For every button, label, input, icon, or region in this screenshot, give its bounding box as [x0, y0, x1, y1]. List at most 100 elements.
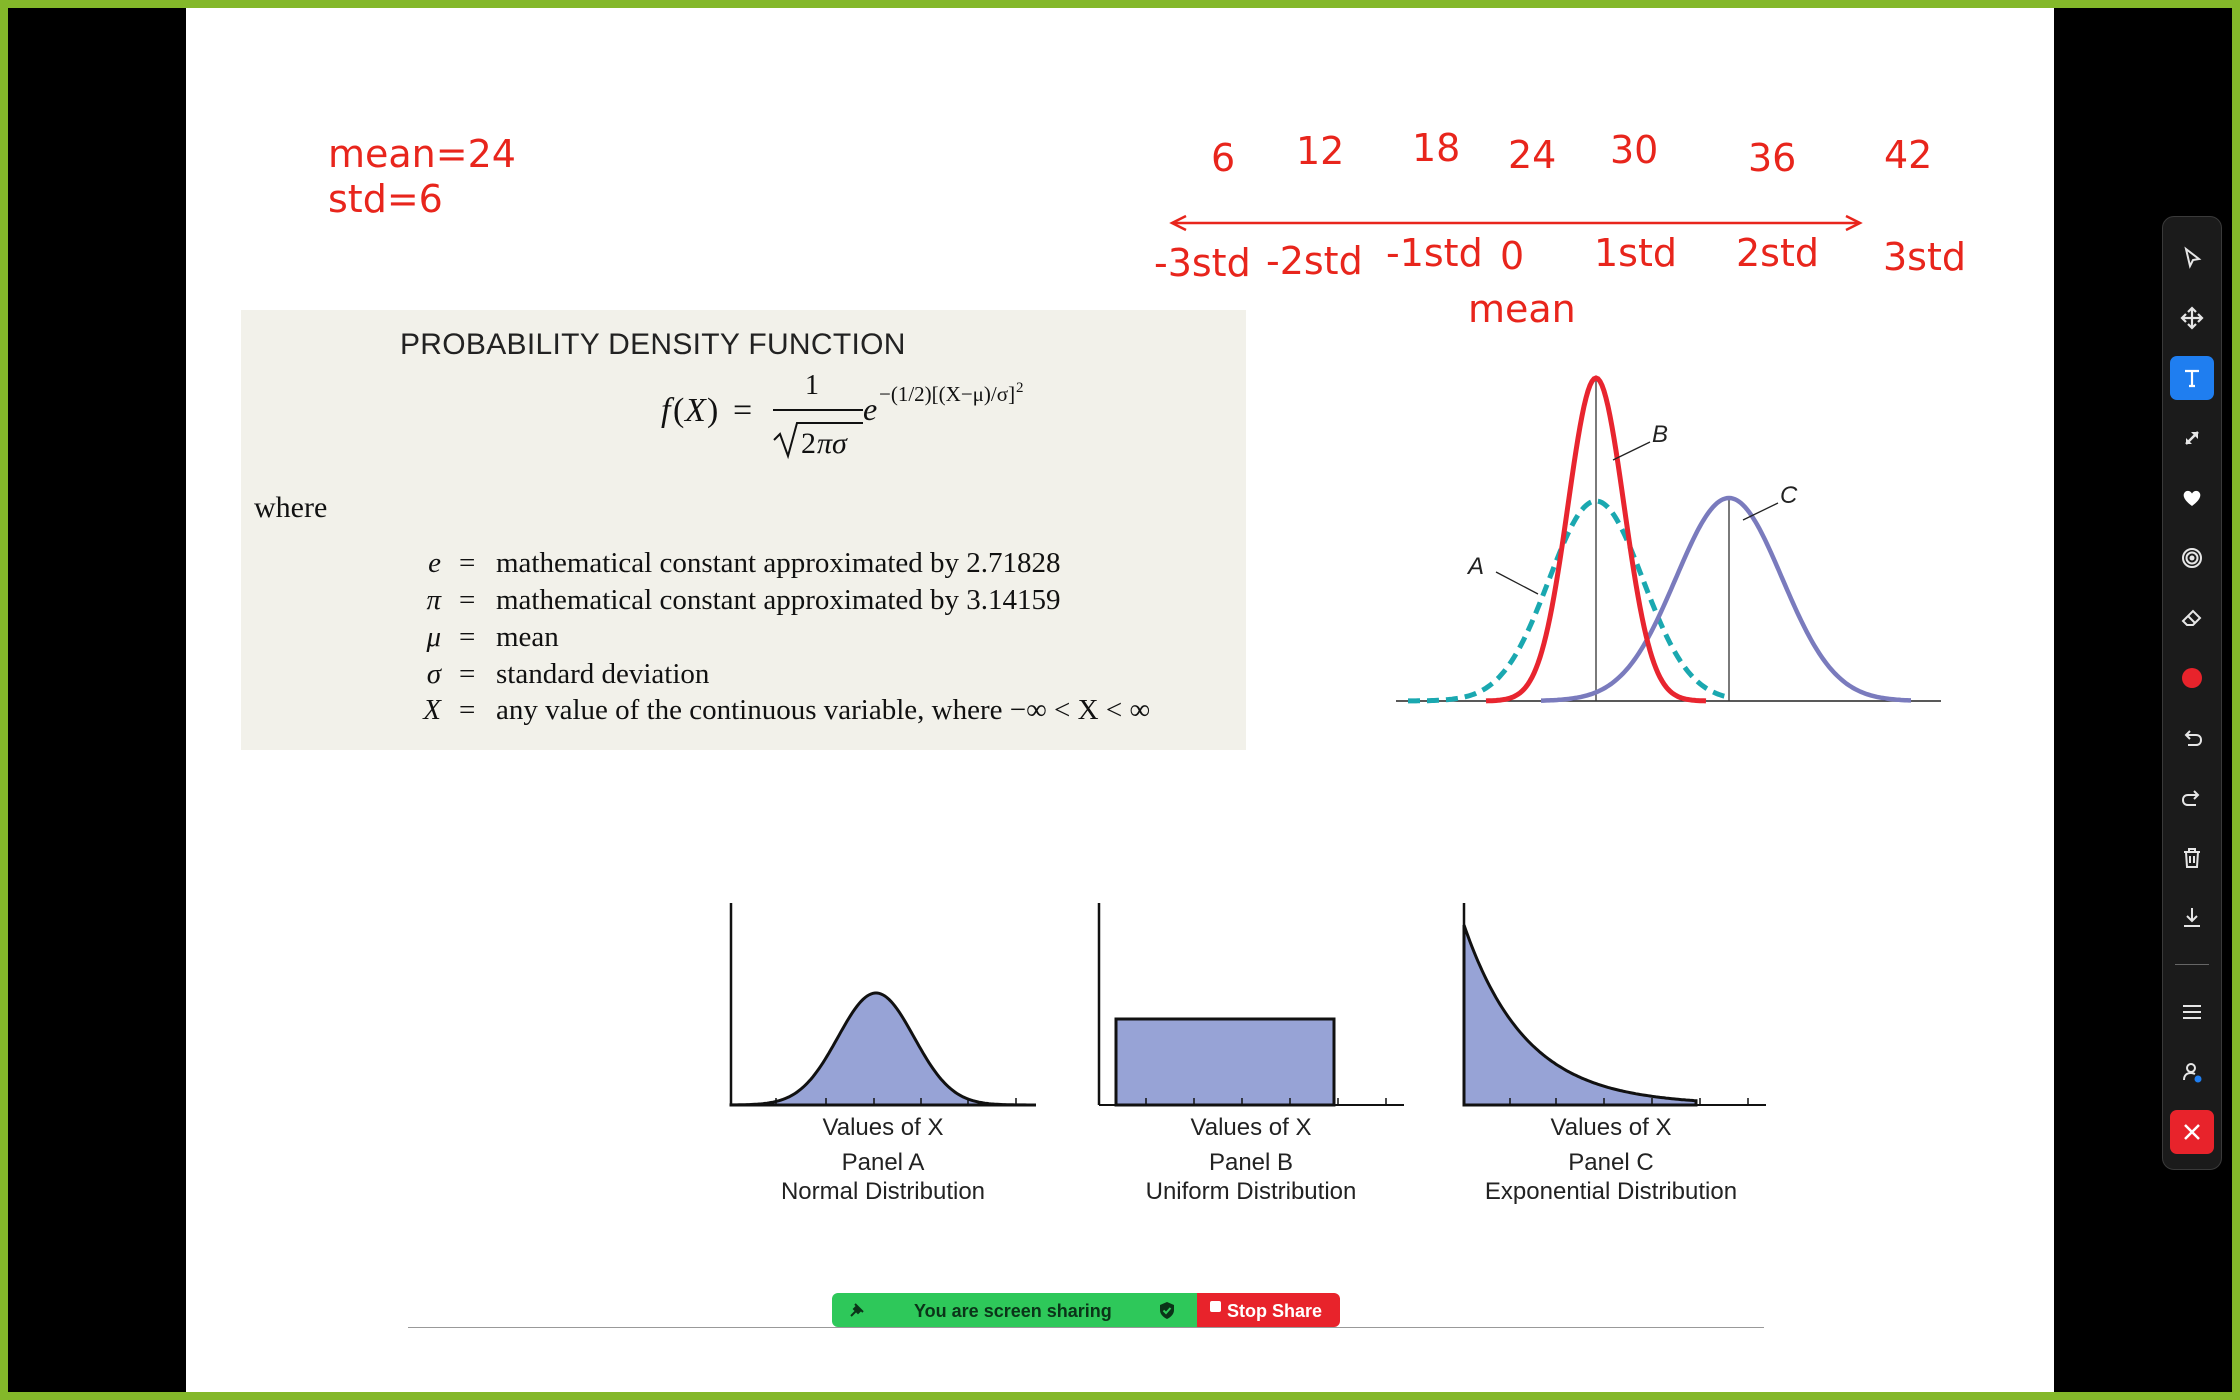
annotation-mean: mean=24: [328, 132, 516, 176]
annotation-value-18: 18: [1412, 126, 1461, 170]
panel-a-axis-label: Values of X: [822, 1114, 944, 1141]
red-color-dot-icon: [2182, 668, 2202, 688]
curve-label-c: C: [1780, 482, 1798, 509]
definition-equals: =: [459, 621, 476, 653]
panel-a-title: Panel A: [841, 1149, 925, 1176]
label-c-leader: [1742, 502, 1779, 521]
shared-slide: mean=24 std=6 6 12 18 24 30 36 42 -3std …: [186, 8, 2054, 1392]
annotation-2std: 2std: [1736, 231, 1819, 275]
redo-icon: [2181, 790, 2200, 806]
panel-a-normal-shape: [729, 991, 1036, 1107]
clear-button[interactable]: [2170, 836, 2214, 880]
shield-check-icon: [1160, 1302, 1174, 1319]
definition-text: mean: [496, 621, 559, 653]
arrow-icon: [2185, 431, 2199, 445]
move-tool-button[interactable]: [2170, 296, 2214, 340]
arrow-tool-button[interactable]: [2170, 416, 2214, 460]
annotation-toolbar: [2162, 216, 2222, 1170]
panel-c-exponential-shape: [1462, 924, 1698, 1107]
select-tool-button[interactable]: [2170, 236, 2214, 280]
sharing-indicator[interactable]: You are screen sharing: [832, 1293, 1197, 1327]
svg-text:): ): [707, 392, 718, 429]
redo-button[interactable]: [2170, 776, 2214, 820]
select-icon: [2184, 246, 2202, 269]
annotation-value-42: 42: [1884, 133, 1933, 177]
normal-curves-figure: A B C: [1396, 375, 1941, 704]
save-button[interactable]: [2170, 896, 2214, 940]
definition-row-mu: μ = mean: [241, 621, 1246, 657]
definition-text: mathematical constant approximated by 3.…: [496, 584, 1061, 616]
download-icon: [2184, 908, 2200, 927]
sharing-text: You are screen sharing: [914, 1301, 1112, 1321]
stop-share-button[interactable]: Stop Share: [1197, 1293, 1340, 1327]
pdf-title: PROBABILITY DENSITY FUNCTION: [400, 328, 906, 361]
definition-equals: =: [459, 584, 476, 616]
annotation-value-36: 36: [1748, 136, 1797, 180]
color-picker-button[interactable]: [2170, 656, 2214, 700]
definition-symbol: π: [426, 584, 441, 616]
curve-c: [1541, 495, 1911, 703]
pdf-formula: f ( X ) = 1 2 πσ e −(1/2)[(X−μ)/σ] 2: [661, 370, 1024, 460]
annotation-3std: 3std: [1883, 235, 1966, 279]
svg-text:πσ: πσ: [817, 427, 848, 460]
annotator-button[interactable]: [2170, 1050, 2214, 1094]
definition-equals: =: [459, 694, 476, 726]
heart-stamp-icon: [2183, 490, 2201, 506]
annotation-zero: 0: [1500, 234, 1525, 278]
annotation-arrow: [1169, 214, 1863, 232]
annotation-1std: 1std: [1594, 231, 1677, 275]
panel-b-name: Uniform Distribution: [1145, 1178, 1357, 1205]
panel-c-name: Exponential Distribution: [1484, 1178, 1738, 1205]
annotation-value-12: 12: [1296, 129, 1345, 173]
definition-symbol: X: [423, 694, 441, 726]
spotlight-tool-button[interactable]: [2170, 536, 2214, 580]
distribution-panels-graphics: [729, 903, 1766, 1107]
curve-label-b: B: [1652, 421, 1668, 448]
undo-button[interactable]: [2170, 716, 2214, 760]
panel-b-title: Panel B: [1208, 1149, 1294, 1176]
pin-icon[interactable]: [848, 1301, 866, 1319]
definition-equals: =: [459, 547, 476, 579]
svg-text:=: =: [733, 392, 752, 429]
annotation-mean-word: mean: [1468, 287, 1576, 331]
distribution-panels: Values of X Panel A Normal Distribution …: [706, 888, 1766, 1228]
definition-text: mathematical constant approximated by 2.…: [496, 547, 1061, 579]
eraser-tool-button[interactable]: [2170, 596, 2214, 640]
panel-a-name: Normal Distribution: [780, 1178, 986, 1205]
label-b-leader: [1612, 441, 1651, 461]
definition-row-e: e = mathematical constant approximated b…: [241, 547, 1246, 583]
toolbar-divider: [2175, 964, 2209, 965]
svg-text:(: (: [673, 392, 684, 429]
text-tool-button[interactable]: [2170, 356, 2214, 400]
annotation-minus-2std: -2std: [1266, 239, 1363, 283]
panel-b-axis-label: Values of X: [1190, 1114, 1312, 1141]
definition-symbol: σ: [426, 658, 441, 690]
definition-row-x: X = any value of the continuous variable…: [241, 694, 1246, 730]
menu-button[interactable]: [2170, 990, 2214, 1034]
undo-icon: [2184, 730, 2203, 746]
panel-a-caption: Values of X Panel A Normal Distribution: [733, 1113, 1033, 1206]
annotation-value-30: 30: [1610, 128, 1659, 172]
stamp-tool-button[interactable]: [2170, 476, 2214, 520]
svg-text:2: 2: [1016, 380, 1024, 396]
svg-text:e: e: [863, 391, 877, 427]
definition-row-pi: π = mathematical constant approximated b…: [241, 584, 1246, 620]
definition-symbol: e: [428, 547, 441, 579]
close-toolbar-button[interactable]: [2170, 1110, 2214, 1154]
panel-b-uniform-shape: [1114, 1017, 1336, 1107]
annotation-value-6: 6: [1211, 136, 1236, 180]
stop-share-label: Stop Share: [1227, 1301, 1323, 1321]
spotlight-icon: [2182, 548, 2202, 568]
definition-text: standard deviation: [496, 658, 710, 690]
annotation-minus-3std: -3std: [1154, 241, 1251, 285]
move-icon: [2180, 306, 2204, 330]
svg-text:2: 2: [801, 427, 816, 460]
curve-label-a: A: [1466, 553, 1484, 580]
panel-b-caption: Values of X Panel B Uniform Distribution: [1101, 1113, 1401, 1206]
eraser-icon: [2181, 609, 2202, 626]
stop-icon: [1210, 1301, 1221, 1312]
user-icon: [2183, 1063, 2202, 1083]
label-a-leader: [1495, 571, 1539, 595]
trash-icon: [2184, 848, 2200, 868]
slide-bottom-rule: [408, 1327, 1764, 1328]
